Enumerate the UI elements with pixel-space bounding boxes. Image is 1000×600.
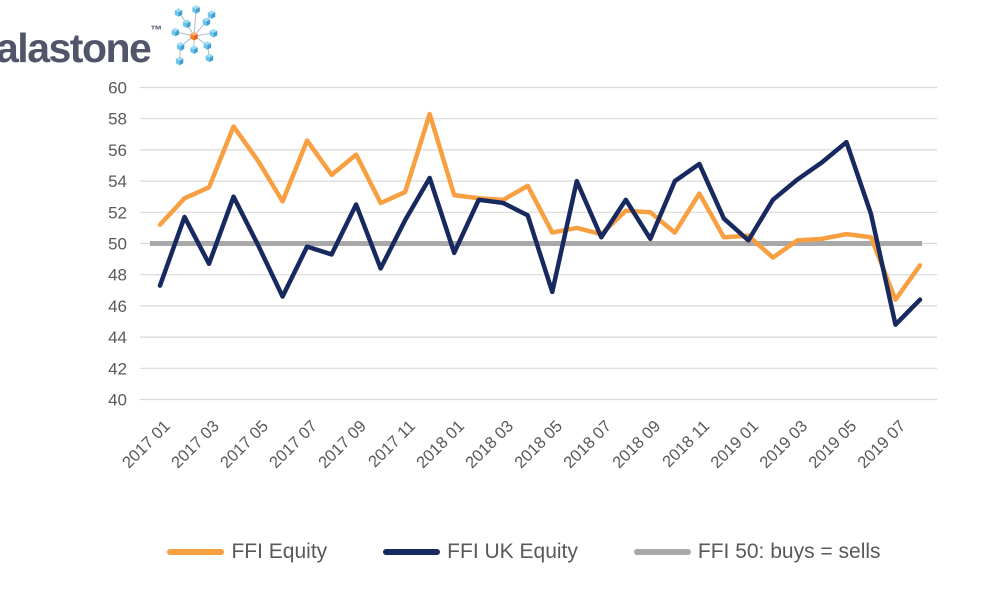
x-axis-tick-label: 2018 03 (462, 417, 517, 472)
x-axis-tick-label: 2017 09 (315, 417, 370, 472)
x-axis-tick-label: 2018 07 (560, 417, 615, 472)
x-axis-tick-label: 2019 03 (756, 417, 811, 472)
trademark-symbol: ™ (150, 23, 163, 37)
legend-label-ffi-50: FFI 50: buys = sells (697, 540, 881, 563)
y-axis-tick-label: 44 (108, 328, 127, 347)
x-axis-tick-label: 2017 03 (168, 417, 223, 472)
x-axis-tick-label: 2018 11 (659, 417, 713, 471)
calastone-logo: alastone™ (0, 5, 224, 72)
y-axis-tick-label: 46 (108, 297, 127, 316)
y-axis-tick-label: 48 (108, 266, 127, 285)
chart-legend: FFI Equity FFI UK Equity FFI 50: buys = … (0, 540, 1000, 564)
y-axis-tick-label: 58 (108, 110, 127, 129)
y-axis-tick-label: 60 (108, 79, 127, 98)
series-line-ffi-uk-equity (157, 139, 923, 327)
legend-swatch-ffi-50 (633, 549, 691, 555)
y-axis-tick-label: 52 (108, 203, 127, 222)
ffi-chart: 40 42 44 46 48 50 52 54 56 58 60 2017 01 2017 03 2017… (0, 60, 1000, 530)
y-axis-tick-label: 40 (108, 391, 127, 410)
legend-label-ffi-equity: FFI Equity (231, 540, 328, 563)
calastone-network-cubes-icon (172, 5, 218, 66)
legend-item-ffi-50: FFI 50: buys = sells (633, 540, 881, 564)
x-axis-tick-label: 2019 07 (854, 417, 909, 472)
x-axis-tick-label: 2017 11 (365, 417, 419, 471)
y-axis-tick-label: 56 (108, 141, 127, 160)
x-axis-tick-label: 2018 05 (511, 417, 566, 472)
legend-item-ffi-uk-equity: FFI UK Equity (383, 540, 578, 564)
y-axis-tick-label: 54 (108, 172, 127, 191)
x-axis-tick-label: 2019 05 (805, 417, 860, 472)
legend-item-ffi-equity: FFI Equity (167, 540, 327, 564)
y-axis-tick-label: 42 (108, 359, 127, 378)
x-axis-tick-label: 2018 01 (413, 417, 468, 472)
legend-swatch-ffi-equity (167, 549, 225, 555)
x-axis-tick-label: 2019 01 (707, 417, 762, 472)
y-axis-tick-label: 50 (108, 235, 127, 254)
logo-text: alastone™ (0, 23, 163, 71)
x-axis-tick-label: 2017 07 (266, 417, 321, 472)
legend-label-ffi-uk-equity: FFI UK Equity (447, 540, 578, 563)
x-axis-tick-label: 2017 05 (217, 417, 272, 472)
series-line-ffi-equity (157, 111, 923, 302)
x-axis-tick-label: 2018 09 (609, 417, 664, 472)
x-axis-tick-label: 2017 01 (119, 417, 174, 472)
legend-swatch-ffi-uk-equity (383, 549, 441, 555)
